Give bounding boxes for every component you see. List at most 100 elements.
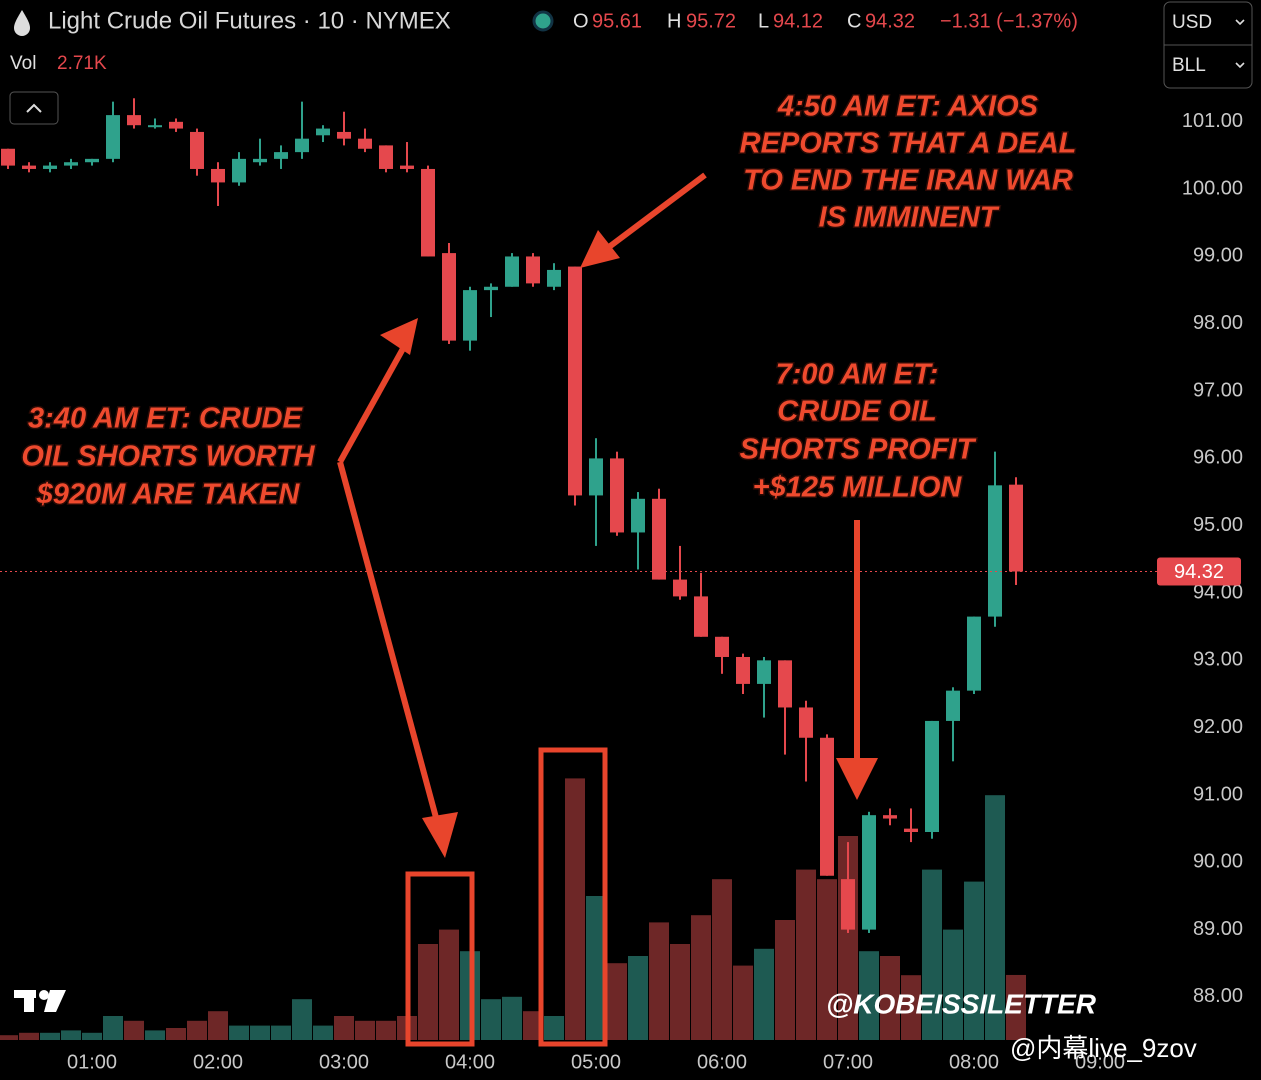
annotation-line: CRUDE OIL bbox=[777, 396, 937, 428]
candle-body bbox=[43, 165, 57, 169]
candle-body bbox=[505, 256, 519, 287]
candle-body bbox=[946, 690, 960, 721]
y-tick-label: 101.00 bbox=[1182, 110, 1243, 132]
status-dot bbox=[532, 10, 554, 32]
candle-body bbox=[274, 152, 288, 159]
candle-body bbox=[547, 269, 561, 287]
volume-bar bbox=[649, 922, 669, 1040]
candle-body bbox=[106, 115, 120, 159]
candle-body bbox=[778, 660, 792, 708]
high-value: 95.72 bbox=[686, 10, 736, 32]
candle-body bbox=[85, 158, 99, 163]
volume-bar bbox=[859, 951, 879, 1040]
volume-bar bbox=[880, 956, 900, 1040]
candle-body bbox=[64, 162, 78, 166]
volume-bar bbox=[901, 975, 921, 1040]
y-tick-label: 90.00 bbox=[1193, 851, 1243, 873]
volume-bar bbox=[922, 869, 942, 1040]
volume-bar bbox=[754, 948, 774, 1040]
candle-body bbox=[631, 498, 645, 533]
y-tick-label: 95.00 bbox=[1193, 514, 1243, 536]
annotation-line: $920M ARE TAKEN bbox=[36, 479, 301, 511]
x-tick-label: 07:00 bbox=[823, 1051, 873, 1073]
candle-body bbox=[1009, 484, 1023, 572]
candle-body bbox=[883, 815, 897, 819]
x-tick-label: 08:00 bbox=[949, 1051, 999, 1073]
candle-body bbox=[820, 737, 834, 876]
volume-bar bbox=[985, 795, 1005, 1040]
candle-body bbox=[169, 121, 183, 129]
volume-bar bbox=[250, 1025, 270, 1040]
volume-bar bbox=[817, 879, 837, 1040]
volume-bar bbox=[292, 999, 312, 1040]
candle-body bbox=[526, 256, 540, 284]
candle-body bbox=[211, 168, 225, 183]
candle-body bbox=[442, 253, 456, 341]
candle-body bbox=[694, 596, 708, 637]
volume-bar bbox=[943, 929, 963, 1040]
candle-body bbox=[358, 138, 372, 149]
annotation-line: 3:40 AM ET: CRUDE bbox=[28, 403, 304, 435]
volume-bar bbox=[712, 879, 732, 1040]
symbol-icon bbox=[14, 10, 30, 36]
collapse-button[interactable] bbox=[9, 91, 59, 125]
candle-body bbox=[1, 148, 15, 166]
close-value: 94.32 bbox=[865, 10, 915, 32]
volume-bar bbox=[628, 956, 648, 1040]
candle-body bbox=[652, 498, 666, 580]
candle-body bbox=[316, 128, 330, 136]
volume-bar bbox=[166, 1028, 186, 1040]
annotation-line: 4:50 AM ET: AXIOS bbox=[777, 91, 1039, 123]
y-tick-label: 88.00 bbox=[1193, 985, 1243, 1007]
high-key: H bbox=[667, 10, 681, 32]
volume-bar bbox=[544, 1016, 564, 1040]
candle-body bbox=[190, 131, 204, 169]
weibo-watermark: @内幕live_9zov bbox=[1010, 1033, 1197, 1063]
currency-select[interactable]: USD bbox=[1172, 12, 1212, 33]
annotation: 3:40 AM ET: CRUDE OIL SHORTS WORTH $920M… bbox=[20, 401, 317, 512]
y-tick-label: 93.00 bbox=[1193, 649, 1243, 671]
highlight-boxes bbox=[405, 747, 608, 1047]
candle-body bbox=[22, 165, 36, 169]
annotation-line: 7:00 AM ET: bbox=[776, 359, 939, 391]
candle-body bbox=[568, 266, 582, 496]
unit-select[interactable]: BLL bbox=[1172, 55, 1206, 76]
candle-body bbox=[232, 158, 246, 183]
y-tick-label: 92.00 bbox=[1193, 716, 1243, 738]
last-price-tag bbox=[1157, 557, 1241, 586]
candle-body bbox=[610, 458, 624, 533]
vol-key: Vol bbox=[10, 53, 36, 74]
annotation-line: TO END THE IRAN WAR bbox=[743, 165, 1073, 197]
candle-body bbox=[400, 165, 414, 169]
annotation: 7:00 AM ET: CRUDE OIL SHORTS PROFIT +$12… bbox=[738, 357, 978, 505]
volume-bar bbox=[187, 1020, 207, 1040]
candle-body bbox=[673, 579, 687, 597]
y-tick-label: 99.00 bbox=[1193, 245, 1243, 267]
y-tick-label: 96.00 bbox=[1193, 447, 1243, 469]
arrows bbox=[337, 172, 878, 858]
volume-bar bbox=[796, 869, 816, 1040]
annotation-line: IS IMMINENT bbox=[819, 202, 1000, 234]
change: −1.31 (−1.37%) bbox=[940, 10, 1078, 32]
x-tick-label: 02:00 bbox=[193, 1051, 243, 1073]
y-tick-label: 94.00 bbox=[1193, 581, 1243, 603]
candle-body bbox=[862, 815, 876, 930]
volume-bar bbox=[481, 999, 501, 1040]
watermark: @KOBEISSILETTER bbox=[826, 988, 1097, 1019]
close-key: C bbox=[847, 10, 861, 32]
volume-bar bbox=[565, 778, 585, 1040]
volume-bar bbox=[19, 1032, 39, 1040]
y-tick-label: 89.00 bbox=[1193, 918, 1243, 940]
candle-body bbox=[484, 286, 498, 291]
x-tick-label: 05:00 bbox=[571, 1051, 621, 1073]
volume-bar bbox=[691, 915, 711, 1040]
volume-bar bbox=[355, 1020, 375, 1040]
volume-bar bbox=[775, 920, 795, 1040]
candle-body bbox=[463, 290, 477, 341]
y-tick-label: 97.00 bbox=[1193, 379, 1243, 401]
volume-bar bbox=[208, 1011, 228, 1040]
y-tick-label: 91.00 bbox=[1193, 783, 1243, 805]
candle-body bbox=[799, 707, 813, 738]
candle-body bbox=[904, 828, 918, 832]
annotation-line: REPORTS THAT A DEAL bbox=[740, 128, 1077, 160]
